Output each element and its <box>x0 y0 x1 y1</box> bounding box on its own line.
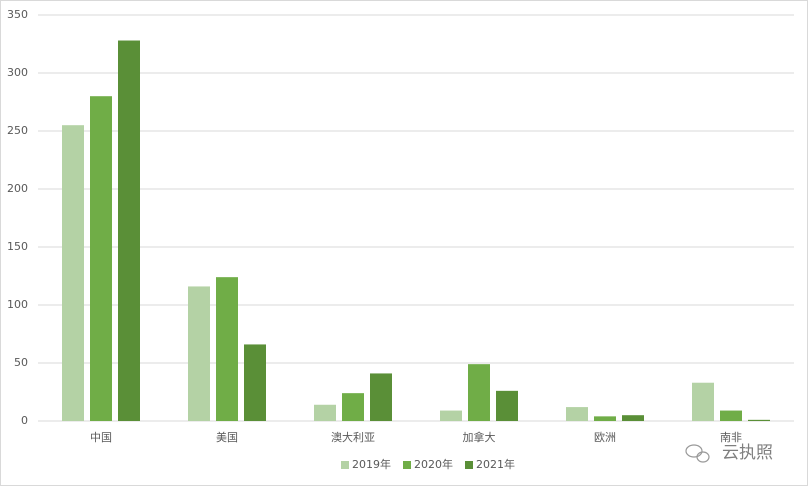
y-tick-label: 250 <box>7 124 28 137</box>
bar <box>342 393 364 421</box>
x-tick-label: 欧洲 <box>594 431 616 444</box>
bar <box>748 419 770 421</box>
legend-label: 2019年 <box>352 457 391 471</box>
x-tick-label: 中国 <box>90 431 112 444</box>
watermark: 云执照 <box>722 443 773 463</box>
legend-swatch <box>403 461 411 469</box>
bar <box>314 404 336 421</box>
legend-label: 2020年 <box>414 457 453 471</box>
bar <box>90 96 112 421</box>
x-tick-label: 澳大利亚 <box>331 430 375 444</box>
bar <box>468 364 490 421</box>
legend-swatch <box>341 461 349 469</box>
y-tick-label: 100 <box>7 298 28 311</box>
y-tick-label: 300 <box>7 66 28 79</box>
bar <box>622 415 644 421</box>
bar <box>370 373 392 421</box>
legend-label: 2021年 <box>476 457 515 471</box>
y-tick-label: 50 <box>14 356 28 369</box>
bar <box>118 40 140 422</box>
bar <box>594 416 616 421</box>
y-tick-label: 350 <box>7 8 28 21</box>
bar <box>244 344 266 421</box>
x-tick-label: 南非 <box>720 431 742 444</box>
y-tick-label: 150 <box>7 240 28 253</box>
bar <box>720 410 742 421</box>
bar <box>188 286 210 421</box>
bar <box>496 390 518 421</box>
legend-swatch <box>465 461 473 469</box>
y-tick-label: 200 <box>7 182 28 195</box>
bar <box>440 410 462 421</box>
x-tick-label: 美国 <box>216 431 238 444</box>
y-tick-label: 0 <box>21 414 28 427</box>
bar <box>62 125 84 421</box>
watermark-icon <box>685 444 710 463</box>
x-tick-label: 加拿大 <box>463 430 496 444</box>
bar <box>216 277 238 421</box>
bar <box>692 382 714 421</box>
bar <box>566 407 588 421</box>
